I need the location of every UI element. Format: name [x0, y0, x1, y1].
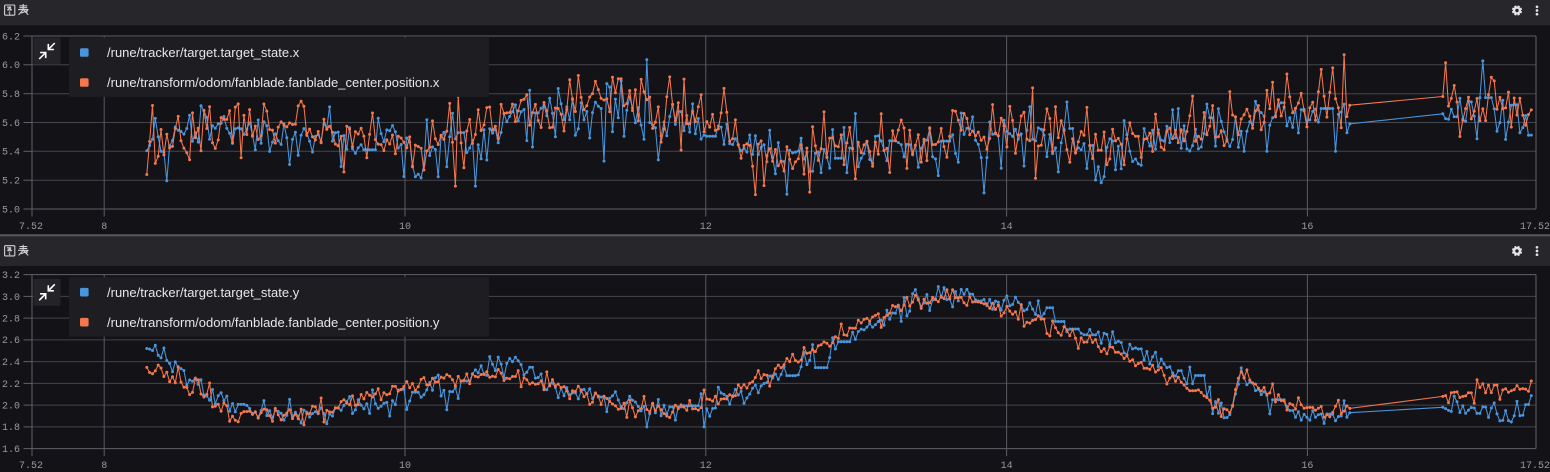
svg-text:12: 12 [700, 222, 712, 233]
svg-text:14: 14 [1001, 461, 1013, 472]
svg-text:2.6: 2.6 [2, 336, 20, 347]
svg-text:6.0: 6.0 [2, 61, 20, 72]
svg-text:10: 10 [399, 222, 411, 233]
svg-text:5.0: 5.0 [2, 205, 20, 216]
svg-text:7.52: 7.52 [19, 222, 43, 233]
svg-text:8: 8 [101, 461, 107, 472]
svg-text:/rune/tracker/target.target_st: /rune/tracker/target.target_state.y [107, 285, 300, 300]
svg-text:3.0: 3.0 [2, 293, 20, 304]
svg-text:5.6: 5.6 [2, 119, 20, 130]
svg-text:/rune/transform/odom/fanblade.: /rune/transform/odom/fanblade.fanblade_c… [107, 315, 440, 330]
svg-text:2.0: 2.0 [2, 402, 20, 413]
svg-text:17.52: 17.52 [1520, 461, 1550, 472]
svg-text:5.4: 5.4 [2, 148, 20, 159]
svg-text:8: 8 [101, 222, 107, 233]
svg-text:16: 16 [1301, 461, 1313, 472]
svg-text:16: 16 [1301, 222, 1313, 233]
svg-text:10: 10 [399, 461, 411, 472]
svg-text:1.6: 1.6 [2, 445, 20, 456]
svg-text:17.52: 17.52 [1520, 222, 1550, 233]
svg-text:6.2: 6.2 [2, 32, 20, 43]
svg-text:1.8: 1.8 [2, 423, 20, 434]
svg-text:3.2: 3.2 [2, 271, 20, 282]
svg-text:2.4: 2.4 [2, 358, 20, 369]
svg-text:5.8: 5.8 [2, 90, 20, 101]
svg-text:2.8: 2.8 [2, 315, 20, 326]
svg-text:/rune/tracker/target.target_st: /rune/tracker/target.target_state.x [107, 45, 300, 60]
svg-text:5.2: 5.2 [2, 177, 20, 188]
svg-text:7.52: 7.52 [19, 461, 43, 472]
svg-text:12: 12 [700, 461, 712, 472]
svg-text:/rune/transform/odom/fanblade.: /rune/transform/odom/fanblade.fanblade_c… [107, 75, 440, 90]
svg-text:14: 14 [1001, 222, 1013, 233]
svg-text:2.2: 2.2 [2, 380, 20, 391]
